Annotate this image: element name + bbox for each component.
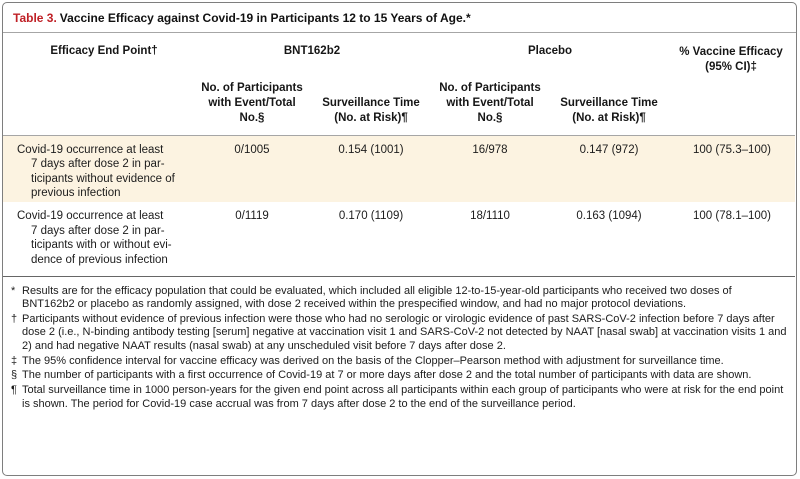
placebo-events-cell: 18/1110 [470,210,510,222]
efficacy-cell: 100 (75.3–100) [693,143,772,156]
footnote-item: † Participants without evidence of previ… [11,313,787,354]
bnt-surveillance-cell: 0.170 (1109) [338,210,404,222]
endpoint-cell: Covid-19 occurrence at least 7 days afte… [17,143,175,200]
table-label: Table 3. [13,11,57,25]
subheader-bnt-events: No. of Participants with Event/Total No.… [193,73,311,136]
subheader-placebo-events: No. of Participants with Event/Total No.… [431,73,549,136]
footnote-text: Results are for the efficacy population … [22,284,732,311]
footnotes-section: * Results are for the efficacy populatio… [3,277,796,476]
footnote-item: ‡ The 95% confidence interval for vaccin… [11,355,787,369]
placebo-events-cell: 16/978 [472,143,508,156]
subheader-placebo-surveillance: Surveillance Time (No. at Risk)¶ [549,73,670,136]
header-group-bnt162b2: BNT162b2 [283,45,341,57]
header-group-placebo: Placebo [527,45,573,57]
bnt-events-cell: 0/1119 [235,210,269,222]
footnote-item: ¶ Total surveillance time in 1000 person… [11,384,787,411]
bnt-surveillance-cell: 0.154 (1001) [338,143,404,156]
header-row-sub: No. of Participants with Event/Total No.… [3,73,795,136]
footnote-item: * Results are for the efficacy populatio… [11,285,787,312]
footnote-item: § The number of participants with a firs… [11,369,787,383]
table-row: Covid-19 occurrence at least 7 days afte… [3,202,795,276]
efficacy-cell: 100 (78.1–100) [693,210,772,222]
footnote-symbol: ‡ [11,354,18,367]
table-row: Covid-19 occurrence at least 7 days afte… [3,135,796,202]
footnote-symbol: ¶ [11,383,17,396]
footnote-symbol: † [11,312,18,325]
footnote-text: The 95% confidence interval for vaccine … [22,354,724,367]
subheader-bnt-surveillance: Surveillance Time (No. at Risk)¶ [311,73,431,136]
footnote-text: Total surveillance time in 1000 person-y… [22,383,784,410]
placebo-surveillance-cell: 0.163 (1094) [576,210,642,222]
table-title-text: Vaccine Efficacy against Covid-19 in Par… [59,11,471,25]
placebo-surveillance-cell: 0.147 (972) [579,143,639,156]
footnote-symbol: § [11,369,18,382]
efficacy-table: Efficacy End Point† BNT162b2 Placebo % V… [3,33,796,277]
table-title: Table 3. Vaccine Efficacy against Covid-1… [3,3,796,33]
bnt-events-cell: 0/1005 [234,143,270,156]
footnote-text: The number of participants with a first … [22,369,752,382]
header-vaccine-efficacy: % Vaccine Efficacy (95% CI)‡ [669,33,796,136]
footnote-symbol: * [11,284,16,297]
header-efficacy-end-point: Efficacy End Point† [3,33,193,136]
header-row-groups: Efficacy End Point† BNT162b2 Placebo % V… [3,33,796,136]
footnote-text: Participants without evidence of previou… [22,312,787,352]
endpoint-cell: Covid-19 occurrence at least 7 days afte… [17,210,172,266]
